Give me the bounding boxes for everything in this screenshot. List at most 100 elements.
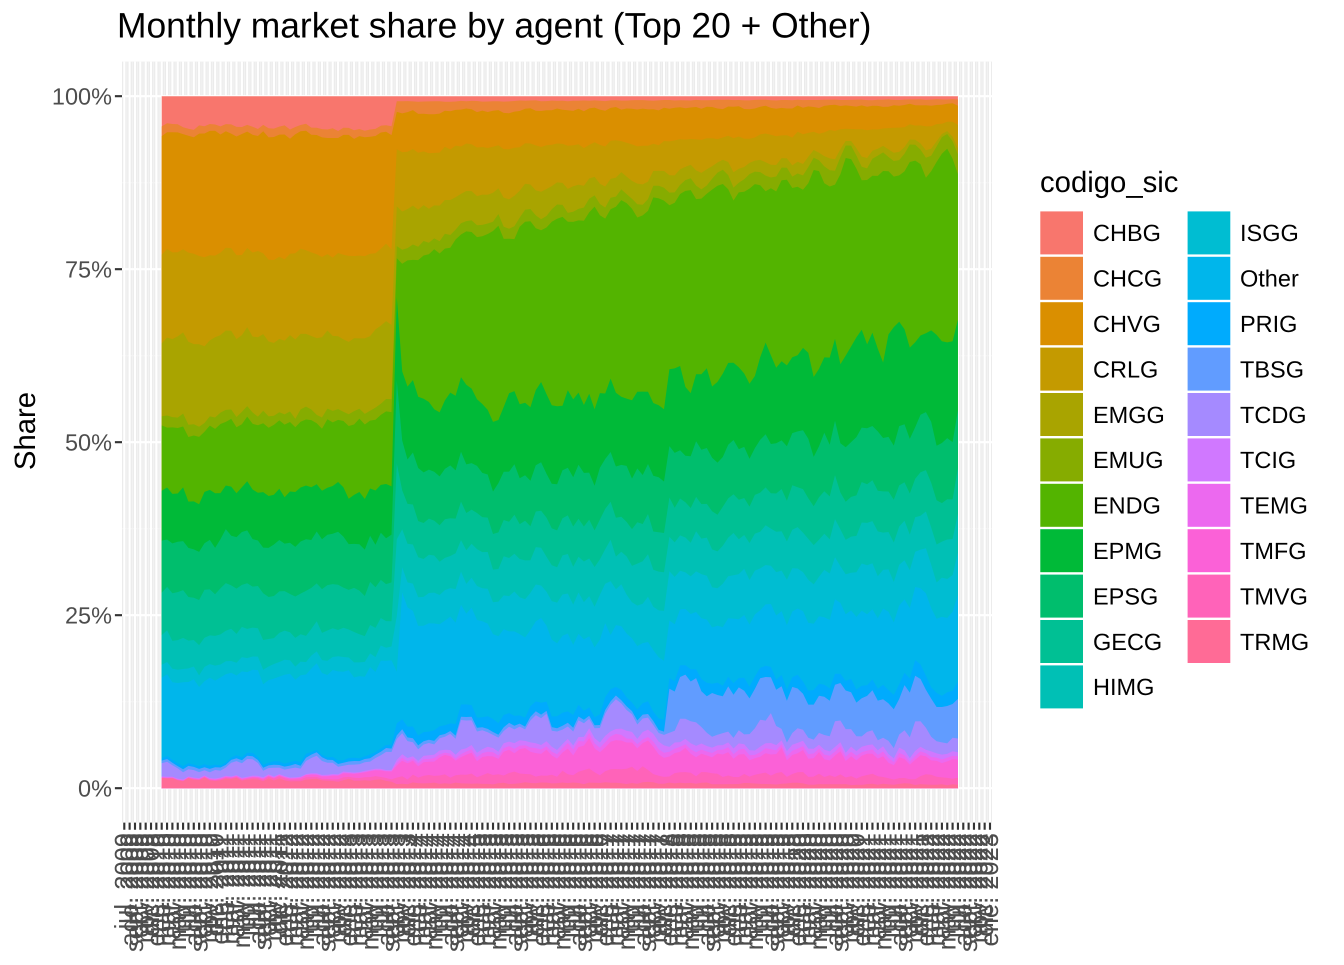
svg-text:nov. 2010: nov. 2010 [196,833,224,943]
svg-text:oct. 2009: oct. 2009 [127,833,155,938]
svg-text:jul. 2013: jul. 2013 [367,833,395,930]
svg-text:ago. 2015: ago. 2015 [501,833,529,946]
svg-text:jun. 2010: jun. 2010 [169,833,197,939]
svg-text:25%: 25% [65,603,112,629]
svg-text:ene. 2017: ene. 2017 [591,833,619,946]
svg-text:abr. 2018: abr. 2018 [672,833,700,939]
svg-text:CRLG: CRLG [1093,356,1158,382]
svg-text:mar. 2022: mar. 2022 [923,833,951,946]
svg-text:nov. 2013: nov. 2013 [388,833,416,943]
svg-text:EPSG: EPSG [1093,583,1158,609]
svg-text:ene. 2011: ene. 2011 [207,833,235,945]
svg-text:abr. 2011: abr. 2011 [223,833,251,937]
svg-text:dic. 2010: dic. 2010 [201,833,229,937]
svg-text:sept. 2012: sept. 2012 [314,833,342,952]
svg-text:oct. 2020: oct. 2020 [832,833,860,938]
svg-text:sept. 2014: sept. 2014 [442,833,470,952]
svg-text:jul. 2009: jul. 2009 [111,833,139,930]
svg-text:sept. 2018: sept. 2018 [698,833,726,952]
svg-text:jun. 2018: jun. 2018 [682,833,710,939]
svg-text:ene. 2021: ene. 2021 [848,833,876,946]
svg-text:feb. 2011: feb. 2011 [212,833,240,937]
svg-text:sept. 2013: sept. 2013 [378,833,406,952]
svg-text:sept. 2011: sept. 2011 [249,833,277,950]
svg-text:jun. 2021: jun. 2021 [875,833,903,939]
svg-text:50%: 50% [65,430,112,456]
svg-text:nov. 2022: nov. 2022 [966,833,994,943]
svg-text:mar. 2016: mar. 2016 [538,833,566,946]
svg-text:feb. 2010: feb. 2010 [148,833,176,939]
svg-text:jul. 2016: jul. 2016 [559,833,587,930]
svg-text:ene. 2023: ene. 2023 [976,833,1004,946]
svg-text:dic. 2013: dic. 2013 [394,833,422,937]
svg-text:CHBG: CHBG [1093,220,1161,246]
svg-text:mar. 2017: mar. 2017 [602,833,630,946]
svg-text:ene. 2016: ene. 2016 [527,833,555,946]
svg-text:feb. 2016: feb. 2016 [533,833,561,939]
svg-text:may. 2021: may. 2021 [869,833,897,950]
svg-text:jul. 2011: jul. 2011 [239,833,267,929]
svg-text:nov. 2014: nov. 2014 [453,833,481,943]
svg-text:sept. 2017: sept. 2017 [634,833,662,952]
svg-text:ago. 2011: ago. 2011 [244,833,272,945]
svg-text:feb. 2019: feb. 2019 [725,833,753,939]
svg-text:may. 2020: may. 2020 [805,833,833,950]
svg-text:oct. 2017: oct. 2017 [640,833,668,938]
svg-text:sept. 2016: sept. 2016 [570,833,598,952]
svg-text:may. 2019: may. 2019 [741,833,769,950]
svg-text:feb. 2022: feb. 2022 [917,833,945,939]
svg-text:GECG: GECG [1093,629,1162,655]
svg-text:oct. 2016: oct. 2016 [575,833,603,938]
svg-text:oct. 2012: oct. 2012 [319,833,347,938]
svg-text:abr. 2012: abr. 2012 [287,833,315,939]
svg-text:Other: Other [1240,266,1299,292]
svg-text:nov. 2017: nov. 2017 [645,833,673,943]
svg-text:dic. 2012: dic. 2012 [330,833,358,937]
svg-text:ENDG: ENDG [1093,493,1161,519]
svg-text:sept. 2019: sept. 2019 [762,833,790,952]
svg-text:ago. 2012: ago. 2012 [308,833,336,946]
svg-text:ago. 2013: ago. 2013 [372,833,400,946]
svg-text:sept. 2015: sept. 2015 [506,833,534,952]
svg-text:abr. 2010: abr. 2010 [159,833,187,939]
svg-text:dic. 2016: dic. 2016 [586,833,614,937]
svg-text:mar. 2013: mar. 2013 [346,833,374,946]
svg-text:abr. 2021: abr. 2021 [864,833,892,939]
svg-text:may. 2015: may. 2015 [485,833,513,950]
svg-text:EMGG: EMGG [1093,402,1165,428]
svg-text:jun. 2011: jun. 2011 [233,833,261,937]
svg-text:nov. 2011: nov. 2011 [260,833,288,941]
svg-text:ago. 2021: ago. 2021 [885,833,913,946]
svg-text:dic. 2020: dic. 2020 [843,833,871,937]
svg-text:ago. 2017: ago. 2017 [629,833,657,946]
svg-text:nov. 2012: nov. 2012 [324,833,352,943]
svg-text:oct. 2021: oct. 2021 [896,833,924,938]
svg-text:feb. 2012: feb. 2012 [276,833,304,939]
svg-text:jul. 2012: jul. 2012 [303,833,331,930]
svg-text:oct. 2014: oct. 2014 [447,833,475,938]
svg-text:dic. 2011: dic. 2011 [266,833,294,935]
svg-text:dic. 2022: dic. 2022 [971,833,999,937]
svg-text:mar. 2014: mar. 2014 [410,833,438,946]
svg-text:nov. 2020: nov. 2020 [837,833,865,943]
svg-text:100%: 100% [52,84,112,110]
svg-text:abr. 2020: abr. 2020 [800,833,828,939]
svg-text:sept. 2010: sept. 2010 [185,833,213,952]
svg-text:feb. 2014: feb. 2014 [404,833,432,939]
svg-text:may. 2016: may. 2016 [549,833,577,950]
svg-text:may. 2010: may. 2010 [164,833,192,950]
svg-text:oct. 2013: oct. 2013 [383,833,411,938]
svg-text:oct. 2010: oct. 2010 [191,833,219,938]
svg-text:TMVG: TMVG [1240,583,1308,609]
svg-text:oct. 2011: oct. 2011 [255,833,283,936]
svg-text:feb. 2020: feb. 2020 [789,833,817,939]
svg-text:jul. 2021: jul. 2021 [880,833,908,930]
svg-text:abr. 2013: abr. 2013 [351,833,379,939]
svg-text:jul. 2010: jul. 2010 [175,833,203,930]
svg-text:ene. 2019: ene. 2019 [720,833,748,946]
svg-text:dic. 2017: dic. 2017 [650,833,678,937]
svg-text:feb. 2018: feb. 2018 [661,833,689,939]
svg-text:ene. 2018: ene. 2018 [656,833,684,946]
svg-text:abr. 2015: abr. 2015 [479,833,507,939]
svg-text:nov. 2019: nov. 2019 [773,833,801,943]
